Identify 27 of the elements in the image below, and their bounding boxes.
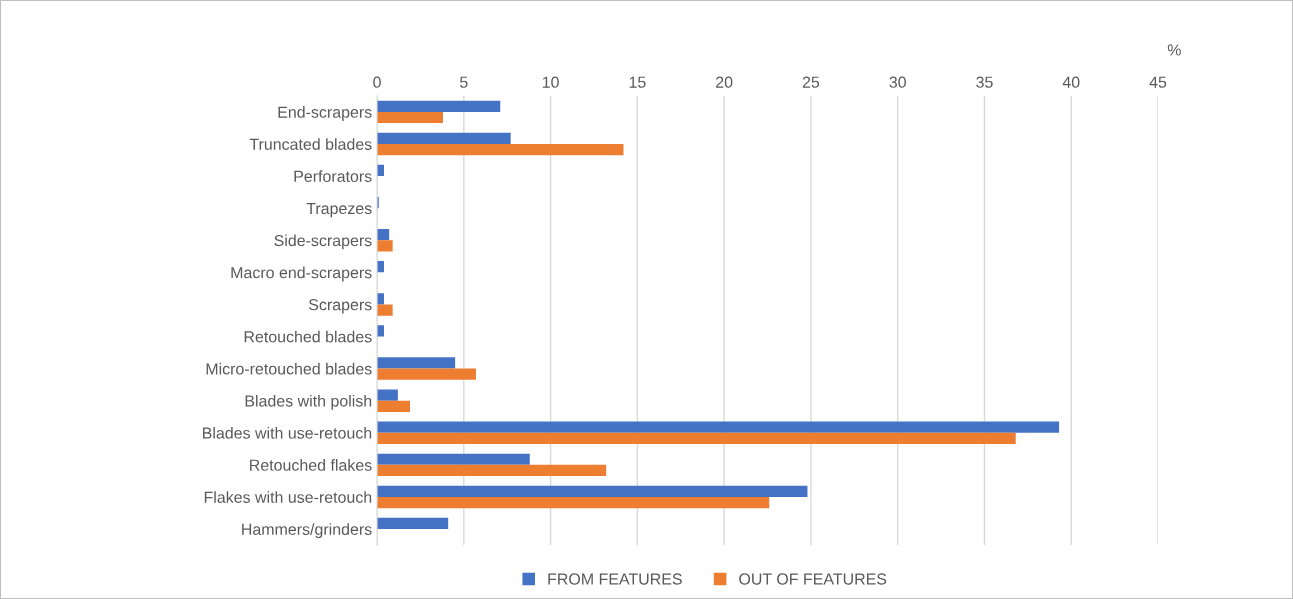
y-tick-label: Retouched flakes — [250, 459, 372, 471]
y-tick-label: Blades with use-retouch — [203, 426, 372, 439]
x-tick-label: 10 — [542, 76, 559, 88]
y-tick-label: Scrapers — [309, 299, 372, 314]
y-tick-label: Flakes with use-retouch — [204, 491, 372, 503]
x-tick-label: 40 — [1062, 76, 1080, 88]
y-tick-label: Retouched blades — [244, 330, 372, 343]
x-tick-label: 45 — [1149, 76, 1167, 88]
y-tick-label: Micro-retouched blades — [206, 362, 372, 375]
y-tick-label: Macro end-scrapers — [231, 266, 372, 282]
y-tick-label: Perforators — [294, 170, 372, 183]
y-tick-label: End-scrapers — [278, 106, 372, 121]
x-tick-label: 5 — [460, 76, 468, 88]
x-tick-label: 0 — [373, 76, 381, 88]
x-axis-title: % — [1167, 44, 1181, 56]
x-tick-label: 30 — [889, 76, 906, 88]
x-tick-label: 20 — [716, 76, 733, 88]
y-tick-label: Truncated blades — [249, 138, 372, 150]
y-tick-label: Side-scrapers — [274, 234, 372, 250]
legend-label: FROM FEATURES — [548, 573, 682, 585]
legend-label: OUT OF FEATURES — [739, 573, 887, 585]
y-tick-label: Hammers/grinders — [242, 523, 372, 539]
x-tick-label: 15 — [629, 76, 646, 88]
y-tick-label: Trapezes — [306, 202, 372, 218]
x-tick-label: 35 — [976, 76, 993, 88]
y-tick-label: Blades with polish — [245, 394, 372, 410]
x-tick-label: 25 — [802, 76, 820, 88]
